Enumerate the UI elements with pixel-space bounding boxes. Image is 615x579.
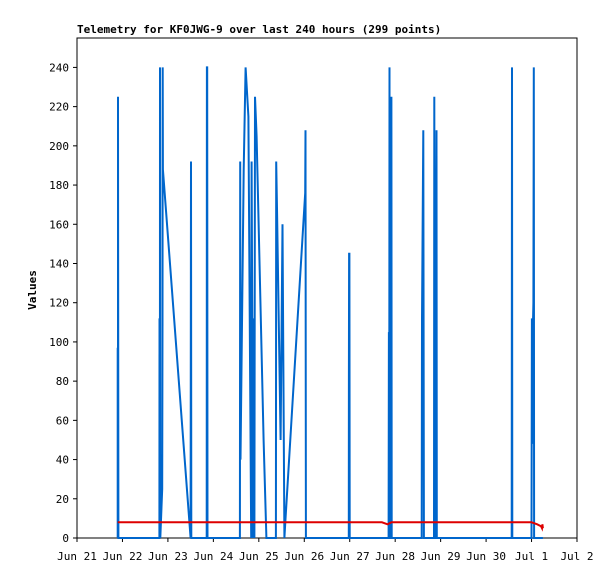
y-tick-label: 100 [49,336,69,349]
x-tick-label: Jun 21 [57,550,97,563]
x-tick-label: Jun 30 [466,550,506,563]
x-tick-label: Jul 2 [560,550,593,563]
y-tick-label: 240 [49,61,69,74]
y-tick-label: 140 [49,257,69,270]
y-tick-label: 180 [49,179,69,192]
x-axis: Jun 21 Jun 22 Jun 23 Jun 24 Jun 25 Jun 26 Jun … [57,538,594,563]
series-line-1 [116,66,543,539]
y-tick-label: 160 [49,218,69,231]
y-tick-label: 200 [49,140,69,153]
x-tick-label: Jun 23 [148,550,188,563]
x-tick-label: Jun 26 [284,550,324,563]
y-tick-label: 80 [56,375,69,388]
y-tick-label: 40 [56,454,69,467]
y-axis-label: Values [26,270,39,310]
x-tick-label: Jul 1 [515,550,548,563]
y-tick-label: 0 [62,532,69,545]
x-tick-label: Jun 24 [193,550,233,563]
plot-area [76,37,578,539]
y-tick-label: 220 [49,101,69,114]
series-line-2 [117,521,544,532]
y-axis: 0 20 40 60 80 100 120 140 160 180 200 220 240 [49,61,77,545]
series-layer [116,66,544,539]
x-tick-label: Jun 29 [421,550,461,563]
x-tick-label: Jun 27 [330,550,370,563]
y-tick-label: 120 [49,297,69,310]
chart-title: Telemetry for KF0JWG-9 over last 240 hou… [77,23,442,36]
x-tick-label: Jun 22 [103,550,143,563]
y-tick-label: 20 [56,493,69,506]
y-tick-label: 60 [56,414,69,427]
x-tick-label: Jun 28 [375,550,415,563]
x-tick-label: Jun 25 [239,550,279,563]
